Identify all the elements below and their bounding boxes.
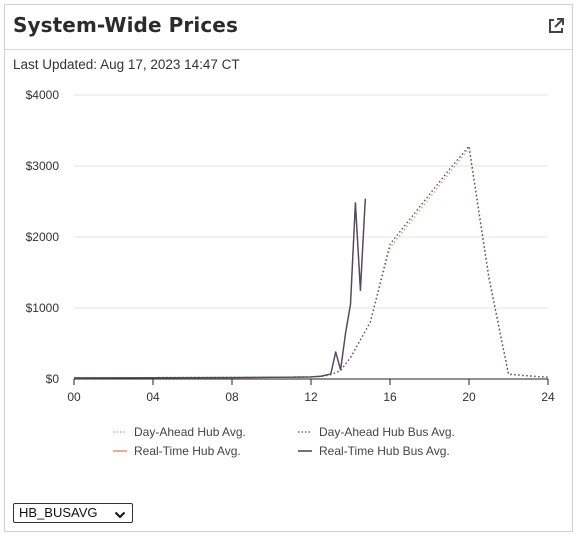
x-tick-label: 20 [462,390,476,404]
hub-select-value: HB_BUSAVG [19,505,98,520]
external-link-icon[interactable] [547,17,565,35]
panel-header: System-Wide Prices [5,5,572,50]
x-tick-label: 04 [146,390,160,404]
hub-select-dropdown[interactable]: HB_BUSAVG [13,503,133,523]
x-tick-label: 12 [304,390,318,404]
y-tick-label: $2000 [26,230,60,244]
series-line-4 [73,198,366,379]
prices-line-chart: $0 $1000 $2000 $3000 $4000 00 04 08 12 16 20 24 Day-… [26,88,555,458]
legend-label: Real-Time Hub Bus Avg. [319,444,450,458]
series-line-1 [74,147,549,379]
legend-label: Real-Time Hub Avg. [134,444,241,458]
series-line-2 [74,145,549,379]
x-tick-label: 16 [383,390,397,404]
system-wide-prices-panel: System-Wide Prices Last Updated: Aug 17,… [4,4,573,532]
y-tick-label: $0 [46,372,60,386]
y-tick-label: $3000 [26,159,60,173]
x-tick-label: 08 [225,390,239,404]
panel-title: System-Wide Prices [13,13,238,37]
legend-label: Day-Ahead Hub Avg. [134,425,246,439]
x-tick-label: 24 [541,390,555,404]
x-tick-label: 00 [67,390,81,404]
series-line-3 [73,198,366,379]
legend-label: Day-Ahead Hub Bus Avg. [319,425,455,439]
y-tick-label: $1000 [26,301,60,315]
chevron-down-icon [114,508,126,519]
y-tick-label: $4000 [26,88,60,102]
last-updated-text: Last Updated: Aug 17, 2023 14:47 CT [13,57,240,72]
